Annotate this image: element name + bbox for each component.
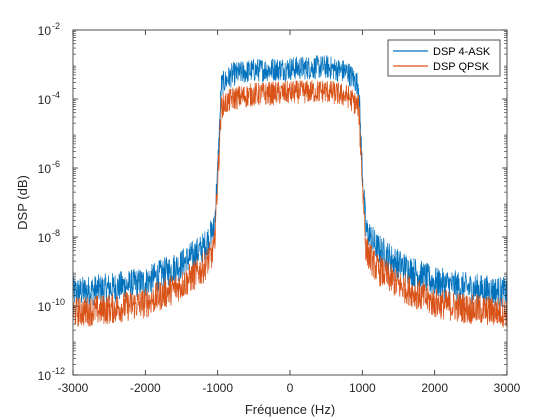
x-tick-label: -2000 [130,381,161,395]
x-tick-label: -1000 [202,381,233,395]
y-tick-exponent: -10 [52,297,65,307]
legend-label-qpsk: DSP QPSK [433,61,490,73]
y-tick-exponent: -2 [52,21,60,31]
y-tick-label: 10 [38,162,52,176]
y-tick-exponent: -8 [52,228,60,238]
x-tick-label: -3000 [58,381,89,395]
y-tick-exponent: -6 [52,159,60,169]
legend-label-4ask: DSP 4-ASK [433,46,491,58]
y-tick-label: 10 [38,300,52,314]
y-axis-label: DSP (dB) [15,175,30,230]
tick-marks [72,29,508,376]
x-tick-label: 0 [287,381,294,395]
y-tick-exponent: -4 [52,90,60,100]
legend-box [387,39,501,77]
y-tick-base: 10 [38,24,52,38]
y-tick-base: 10 [38,231,52,245]
series-layer [72,54,508,328]
x-tick-label: 1000 [349,381,376,395]
y-tick-label: 10 [38,93,52,107]
x-tick-labels: -3000 -2000 -1000 0 1000 2000 3000 [58,381,521,395]
y-tick-label: 10 [38,24,52,38]
x-axis-label: Fréquence (Hz) [245,402,335,417]
series-line-qpsk [72,80,508,328]
y-tick-base: 10 [38,93,52,107]
y-tick-base: 10 [38,369,52,383]
y-tick-label: 10 [38,369,52,383]
legend: DSP 4-ASK DSP QPSK [387,39,501,77]
x-tick-label: 2000 [421,381,448,395]
y-tick-base: 10 [38,162,52,176]
y-tick-base: 10 [38,300,52,314]
series-line-4ask [72,54,508,308]
y-tick-exponent: -12 [52,366,65,376]
y-tick-label: 10 [38,231,52,245]
x-tick-label: 3000 [494,381,521,395]
